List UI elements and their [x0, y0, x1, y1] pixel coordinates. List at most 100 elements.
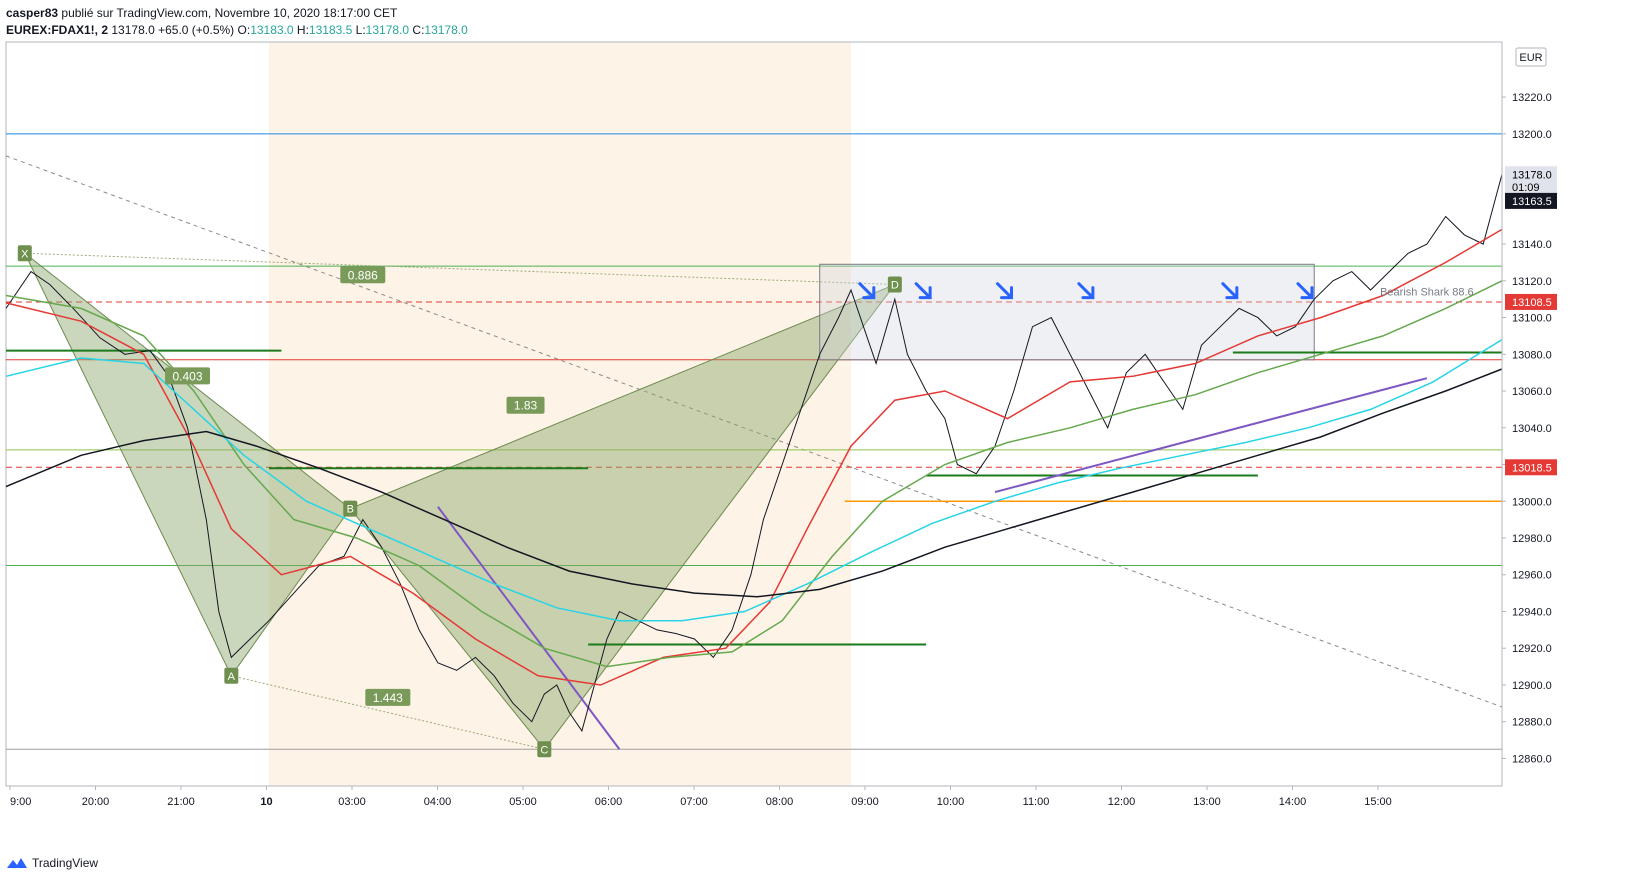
high-label: H:	[296, 23, 309, 37]
harmonic-point-box	[537, 741, 552, 758]
x-tick-label: 13:00	[1193, 796, 1221, 808]
y-tick-label: 13080.0	[1512, 349, 1552, 361]
harmonic-point-label: A	[228, 671, 236, 683]
purple-trendline	[437, 506, 621, 750]
x-tick-label: 12:00	[1108, 796, 1136, 808]
y-tick-label: 12960.0	[1512, 570, 1552, 582]
y-tick-label: 12940.0	[1512, 606, 1552, 618]
arrow-icon	[914, 282, 932, 300]
ratio-label: 1.443	[373, 691, 403, 705]
y-tick-label: 13220.0	[1512, 92, 1552, 104]
currency-box[interactable]	[1515, 47, 1547, 67]
x-tick-label: 10:00	[937, 796, 965, 808]
price-tag	[1505, 459, 1557, 476]
arrow-icon	[996, 282, 1014, 300]
x-tick-label: 21:00	[167, 796, 195, 808]
x-tick-label: 09:00	[851, 796, 879, 808]
y-tick-label: 13100.0	[1512, 313, 1552, 325]
y-tick-label: 12920.0	[1512, 643, 1552, 655]
ratio-box	[365, 688, 411, 706]
harmonic-point-label: B	[347, 504, 354, 516]
footer-brand: TradingView	[6, 856, 98, 870]
harmonic-point-box	[343, 500, 358, 517]
ratio-box	[340, 266, 386, 284]
price-tag-label: 13163.5	[1512, 196, 1552, 208]
arrow-icon	[1077, 282, 1095, 300]
chart-header-publisher: casper83 publié sur TradingView.com, Nov…	[6, 6, 397, 20]
y-tick-label: 13140.0	[1512, 239, 1552, 251]
price-tag	[1505, 293, 1557, 310]
price-tag	[1505, 166, 1557, 183]
ratio-box	[506, 396, 545, 414]
x-tick-label: 07:00	[680, 796, 708, 808]
author-name[interactable]: casper83	[6, 6, 59, 20]
open-label: O:	[237, 23, 251, 37]
pattern-xd-line	[24, 252, 895, 285]
x-tick-label: 06:00	[595, 796, 623, 808]
y-tick-label: 12880.0	[1512, 717, 1552, 729]
price-change: +65.0 (+0.5%)	[158, 23, 235, 37]
series-ema-red	[5, 228, 1503, 686]
y-tick-label: 12860.0	[1512, 753, 1552, 765]
series-ema-cyan	[5, 338, 1503, 622]
arrow-icon	[1221, 282, 1239, 300]
ratio-label: 0.886	[348, 268, 378, 282]
x-tick-label: 05:00	[509, 796, 537, 808]
currency-label[interactable]: EUR	[1519, 52, 1542, 64]
x-tick-label: 11:00	[1023, 796, 1050, 808]
price-tag-label: 13108.5	[1512, 297, 1552, 309]
low-value: 13178.0	[365, 23, 410, 37]
price-tag	[1505, 179, 1557, 196]
close-label: C:	[412, 23, 425, 37]
y-tick-label: 13040.0	[1512, 423, 1552, 435]
session-shading	[268, 42, 852, 786]
price-tag-label: 13178.0	[1512, 169, 1552, 181]
harmonic-point-box	[224, 667, 239, 684]
price-tag	[1505, 192, 1557, 209]
open-value: 13183.0	[250, 23, 294, 37]
x-tick-label: 03:00	[338, 796, 366, 808]
x-tick-label: 08:00	[766, 796, 794, 808]
low-label: L:	[355, 23, 366, 37]
brand-name[interactable]: TradingView	[32, 856, 99, 870]
harmonic-point-label: X	[21, 248, 29, 260]
series-ema-green	[5, 280, 1503, 668]
ratio-label: 1.83	[514, 399, 538, 413]
y-tick-label: 13120.0	[1512, 276, 1552, 288]
last-price: 13178.0	[111, 23, 155, 37]
y-tick-label: 13060.0	[1512, 386, 1552, 398]
harmonic-point-box	[887, 276, 902, 293]
x-tick-label: 04:00	[424, 796, 452, 808]
harmonic-point-label: D	[891, 279, 899, 291]
close-value: 13178.0	[424, 23, 468, 37]
y-tick-label: 13200.0	[1512, 129, 1552, 141]
pattern-name-label: Bearish Shark 88.6	[1380, 287, 1474, 299]
price-tag-label: 01:09	[1512, 182, 1540, 194]
pattern-ac-line	[231, 675, 545, 750]
series-price	[5, 174, 1503, 733]
y-tick-label: 12980.0	[1512, 533, 1552, 545]
symbol-name[interactable]: EUREX:FDAX1!, 2	[6, 23, 109, 37]
pattern-bcd	[349, 283, 897, 751]
ratio-label: 0.403	[173, 369, 203, 383]
dashed-trendline	[5, 155, 1503, 708]
purple-trendline	[994, 377, 1428, 494]
series-ema-black	[5, 368, 1503, 598]
symbol-legend: EUREX:FDAX1!, 2 13178.0 +65.0 (+0.5%) O:…	[6, 23, 468, 37]
x-tick-label: 9:00	[10, 796, 31, 808]
publish-info: publié sur TradingView.com, Novembre 10,…	[61, 6, 398, 20]
y-tick-label: 13000.0	[1512, 496, 1552, 508]
x-tick-label: 14:00	[1279, 796, 1307, 808]
x-tick-label: 20:00	[82, 796, 110, 808]
price-tag-label: 13018.5	[1512, 462, 1552, 474]
harmonic-point-box	[17, 245, 32, 262]
y-tick-label: 12900.0	[1512, 680, 1552, 692]
ratio-box	[165, 367, 211, 385]
harmonic-point-label: C	[540, 744, 548, 756]
high-value: 13183.5	[308, 23, 353, 37]
x-tick-label: 15:00	[1364, 796, 1392, 808]
tradingview-logo-icon	[7, 858, 27, 868]
x-tick-label: 10	[260, 796, 272, 808]
arrow-icon	[1296, 282, 1314, 300]
